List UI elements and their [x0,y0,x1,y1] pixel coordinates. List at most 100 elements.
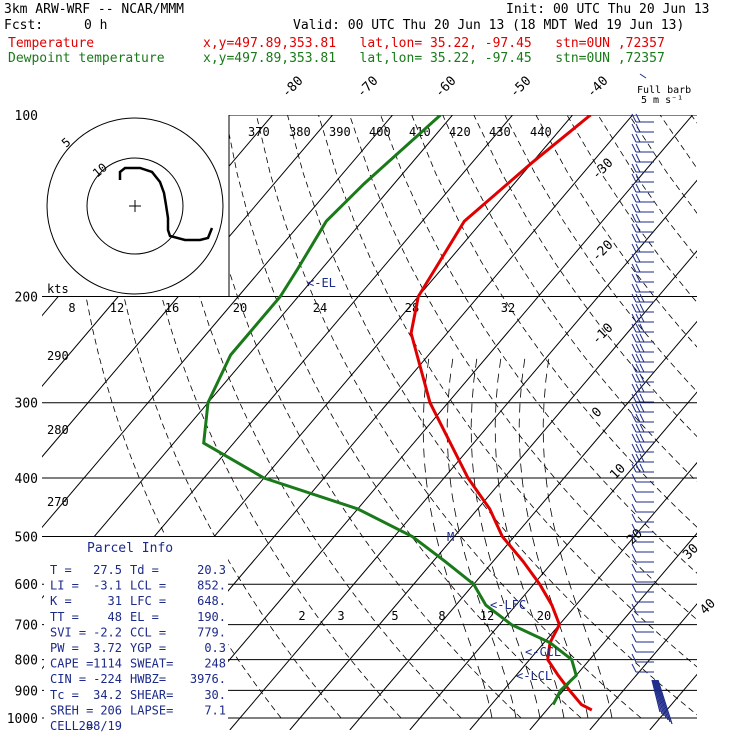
height-label: 12 [110,301,124,315]
wind-barb [631,613,654,623]
dry-adiabat-line [722,115,740,718]
theta-label: 380 [289,125,311,139]
parcel-info-value: 34.2 [93,688,122,702]
isotherm-line [229,179,697,730]
dry-adiabat-line [100,115,342,719]
isotherm-line [42,115,394,529]
dry-adiabat-line [193,115,522,719]
wind-barb [631,653,654,663]
isobar-label: 700 [15,619,38,634]
wind-barb [631,513,654,523]
wind-barb [631,253,654,263]
wind-barb [631,173,654,183]
parcel-info-key: LFC = [130,594,166,608]
wind-barb [631,423,654,433]
isotherm-label: -50 [507,74,534,101]
wind-barb [631,433,654,443]
wind-barb [656,679,671,723]
mixing-ratio-label: 2 [298,609,305,623]
wind-barb [631,383,654,393]
parcel-info-key: TT = [50,610,79,624]
dry-adiabat-line [535,115,697,348]
parcel-info-value: -3.1 [93,579,122,593]
isotherm-line [42,115,454,599]
wind-barb [631,313,654,323]
wind-barb [631,563,654,573]
wind-barb [657,679,673,725]
moist-adiabat-line [422,354,493,719]
parcel-info-value: 1114 [93,657,122,671]
dewpoint-location-info: x,y=497.89,353.81 lat,lon= 35.22, -97.45… [203,51,665,66]
isobar-label: 200 [15,291,38,306]
ccl-annotation: <-CCL [525,645,561,659]
dry-adiabat-line [256,115,642,719]
isobar-label: 900 [15,684,38,699]
lcl-annotation: <-LCL [516,669,552,683]
moist-adiabat-line [494,354,565,719]
wind-barb [631,453,654,463]
mixing-ratio-label: 8 [438,609,445,623]
parcel-info-key: EL = [130,610,159,624]
theta-label: 280 [47,423,69,437]
wind-barb [631,203,654,213]
wind-barb [631,523,654,533]
wind-barb [631,283,654,293]
height-label: 16 [165,301,179,315]
theta-label: 270 [47,495,69,509]
parcel-info-panel [44,537,228,730]
parcel-info-value: 648. [197,594,226,608]
wind-barb [631,623,654,633]
parcel-info-value: 7.1 [204,703,226,717]
wind-barb [631,593,654,603]
wind-barb [653,679,665,717]
parcel-info-value: 206 [100,703,122,717]
wind-barb [654,679,667,719]
parcel-info-key: K = [50,594,72,608]
isotherm-label: -80 [279,74,306,101]
wind-barb [631,243,654,253]
wind-barb [631,573,654,583]
wind-barb [631,303,654,313]
isotherm-label: -70 [354,74,381,101]
parcel-info-key: SHEAR= [130,688,173,702]
parcel-info-key: Tc = [50,688,79,702]
isotherm-line [469,461,697,730]
parcel-info-key: T = [50,563,72,577]
wind-barb [631,583,654,593]
wind-barb [631,163,654,173]
parcel-info-key: CCL = [130,625,166,639]
parcel-info-value: 852. [197,579,226,593]
wind-barb [631,293,654,303]
isotherm-line [289,250,697,730]
parcel-info-key: YGP = [130,641,166,655]
parcel-info-value: 30. [204,688,226,702]
height-label: 32 [501,301,515,315]
wind-barb [631,213,654,223]
parcel-info-value: 0.3 [204,641,226,655]
temperature-trace [409,115,593,712]
isotherm-line [409,391,697,730]
wind-barb [631,353,654,363]
wind-barb [631,363,654,373]
isotherm-label: 10 [607,461,629,483]
isotherm-line [42,115,334,458]
parcel-info-key: PW = [50,641,79,655]
dry-adiabat-line [287,115,697,716]
dry-adiabat-line [566,115,697,303]
isotherm-label: -60 [432,74,459,101]
m-annotation: M [447,530,454,544]
isobar-label: 400 [15,472,38,487]
moist-adiabat-line [446,354,517,719]
height-label: 24 [313,301,327,315]
temperature-location-info: x,y=497.89,353.81 lat,lon= 35.22, -97.45… [203,36,665,51]
wind-barb [631,273,654,283]
hodograph-units-label: kts [47,282,69,296]
dry-adiabat-line [349,115,697,621]
hodograph-trace [118,166,214,242]
isobar-label: 500 [15,530,38,545]
theta-label: 290 [47,349,69,363]
parcel-info-key: LAPSE= [130,703,173,717]
dry-adiabat-line [224,115,582,719]
parcel-info-key: SWEAT= [130,657,173,671]
wind-barb [631,193,654,203]
